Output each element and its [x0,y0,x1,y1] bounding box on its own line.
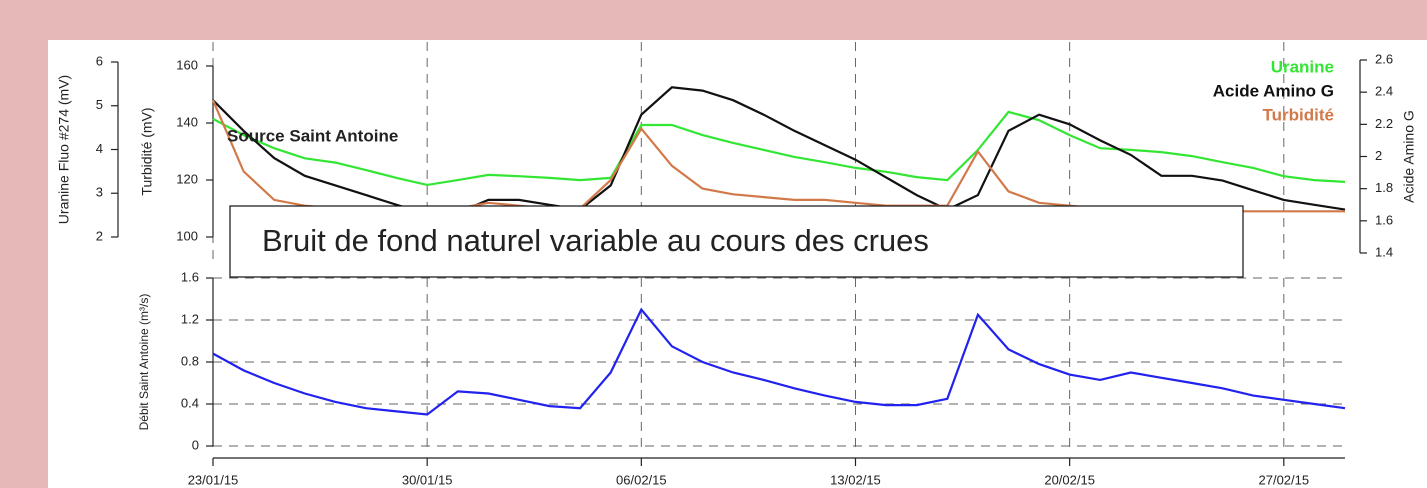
legend-entry: Acide Amino G [1213,81,1334,100]
axis-label: Acide Amino G [1401,110,1417,203]
y-tick-label: 2.4 [1375,84,1393,99]
y-tick-label: 0.4 [181,395,199,410]
y-tick-label: 4 [96,141,103,156]
y-tick-label: 2 [1375,148,1382,163]
y-tick-label: 1.4 [1375,244,1393,259]
x-tick-label: 27/02/15 [1259,472,1310,487]
x-tick-label: 30/01/15 [402,472,453,487]
annotation: Source Saint Antoine [227,126,398,145]
x-tick-label: 20/02/15 [1044,472,1095,487]
y-tick-label: 0 [192,437,199,452]
y-tick-label: 3 [96,185,103,200]
y-tick-label: 6 [96,53,103,68]
y-tick-label: 140 [176,114,198,129]
axis-label: Uranine Fluo #274 (mV) [56,75,72,224]
y-tick-label: 1.8 [1375,180,1393,195]
x-tick-label: 23/01/15 [188,472,239,487]
y-tick-label: 160 [176,57,198,72]
y-tick-label: 2 [96,228,103,243]
annotation: Bruit de fond naturel variable au cours … [262,223,929,258]
legend-entry: Turbidité [1263,105,1334,124]
y-tick-label: 1.6 [181,269,199,284]
y-tick-label: 5 [96,97,103,112]
legend-entry: Uranine [1271,57,1334,76]
y-tick-label: 0.8 [181,353,199,368]
y-tick-label: 1.6 [1375,212,1393,227]
axis-label: Turbidité (mV) [139,107,155,195]
annotation-box [229,205,1244,278]
y-tick-label: 1.2 [181,311,199,326]
y-tick-label: 2.2 [1375,116,1393,131]
y-tick-label: 100 [176,228,198,243]
x-tick-label: 13/02/15 [830,472,881,487]
data-line [212,110,1346,187]
y-tick-label: 120 [176,171,198,186]
y-tick-label: 2.6 [1375,51,1393,66]
axis-label: Débit Saint Antoine (m³/s) [137,294,151,431]
x-tick-label: 06/02/15 [616,472,667,487]
data-line [212,307,1346,416]
